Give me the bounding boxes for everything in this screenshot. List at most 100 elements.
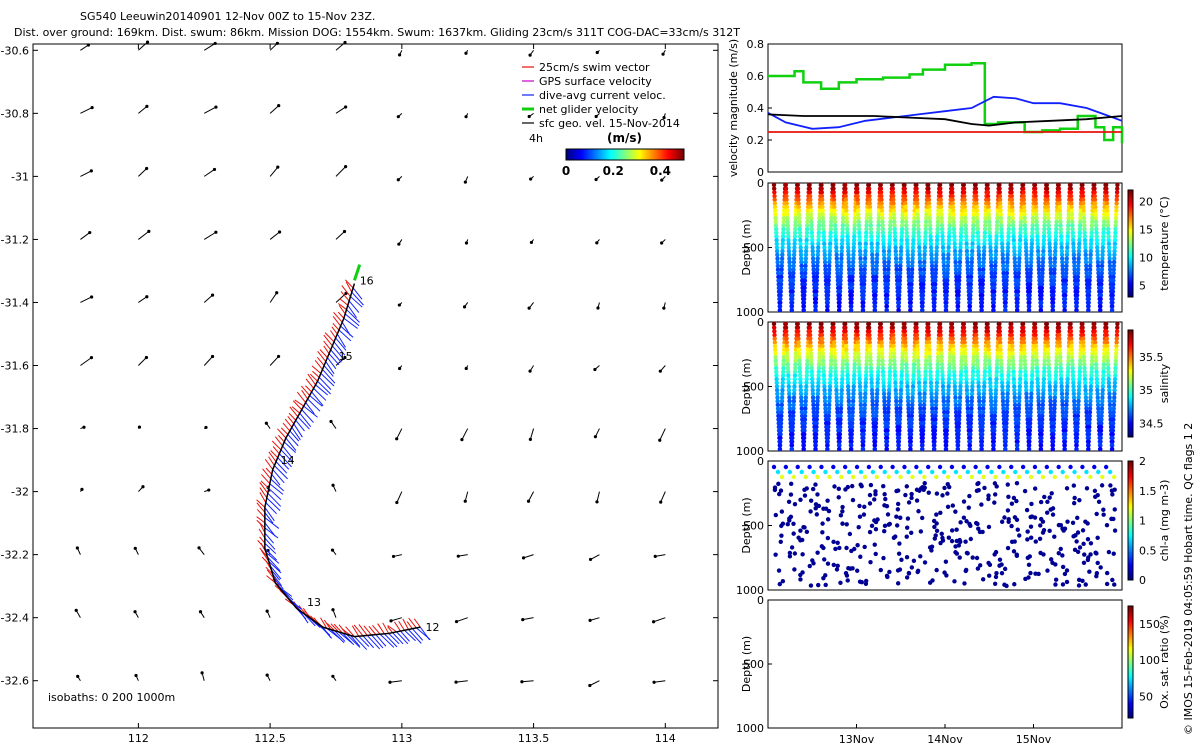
temp-sample: [892, 234, 898, 239]
current-vector: [336, 333, 346, 348]
map-y-tick-label: -31.6: [1, 360, 29, 373]
temp-sample: [860, 304, 866, 309]
temp-sample: [886, 263, 891, 269]
temp-sample: [820, 204, 825, 210]
temp-sample: [801, 304, 807, 309]
temp-sample: [941, 256, 946, 261]
temp-sample: [846, 260, 852, 265]
map-y-tick-label: -31.4: [1, 296, 29, 309]
temp-sample: [808, 208, 814, 213]
map-colorbar-cell: [617, 149, 620, 160]
geo-arrow-head: [662, 306, 666, 310]
temp-sample: [790, 289, 795, 294]
temp-sample: [837, 289, 843, 294]
temp-sample: [927, 223, 933, 228]
temp-sample: [821, 223, 826, 228]
temp-sample: [826, 267, 832, 272]
temp-sample: [833, 230, 838, 235]
chl-sample: [820, 521, 825, 526]
geo-arrow: [80, 296, 92, 303]
temp-sample: [785, 223, 790, 228]
temp-sample: [815, 260, 820, 265]
current-vector: [326, 627, 341, 640]
temp-sample: [827, 245, 833, 250]
temp-sample: [896, 307, 901, 313]
temp-sample: [802, 282, 807, 287]
geo-arrow: [456, 617, 468, 623]
chl-sample: [855, 568, 860, 573]
geo-arrow-head: [207, 488, 211, 492]
temp-sample: [920, 300, 925, 305]
temp-sample: [926, 182, 931, 188]
temp-sample: [932, 304, 937, 309]
geo-arrow: [203, 356, 213, 366]
temp-sample: [863, 241, 868, 247]
temp-sample: [804, 230, 810, 235]
temp-sample: [881, 234, 886, 239]
temp-sample: [968, 289, 973, 294]
current-vector: [333, 341, 346, 356]
temp-sample: [898, 256, 903, 261]
chl-sample: [791, 531, 796, 536]
temp-sample: [814, 274, 820, 280]
geo-arrow: [80, 107, 93, 114]
chl-sample: [845, 578, 850, 583]
sal-sample: [979, 446, 984, 452]
temp-sample: [961, 190, 967, 195]
chl-sample: [800, 552, 805, 557]
temp-sample: [946, 241, 952, 247]
chl-sample: [850, 483, 855, 489]
temp-sample: [881, 241, 886, 247]
chl-sample: [825, 498, 830, 503]
temp-sample: [828, 237, 833, 243]
temp-sample: [916, 223, 921, 228]
temp-sample: [879, 208, 885, 213]
geo-arrow-head: [200, 671, 204, 675]
temp-sample: [964, 234, 969, 239]
chl-sample: [779, 533, 784, 538]
geo-arrow: [138, 168, 147, 177]
temp-sample: [833, 234, 838, 239]
temp-sample: [862, 271, 867, 276]
current-vector: [362, 635, 374, 649]
sal-sample: [920, 446, 925, 452]
temp-sample: [920, 304, 925, 309]
temp-sample: [801, 307, 806, 313]
temp-sample: [774, 230, 779, 235]
temp-sample: [892, 226, 897, 232]
sal-sample: [1086, 446, 1091, 452]
temp-sample: [962, 197, 967, 202]
temp-colorbar-cell: [1128, 284, 1133, 287]
temp-sample: [825, 307, 830, 313]
map-colorbar-cell: [583, 149, 587, 160]
swim-vector: [402, 618, 409, 630]
chl-sample: [773, 512, 779, 518]
temp-sample: [813, 304, 818, 309]
temp-sample: [858, 252, 863, 258]
temp-sample: [947, 226, 952, 232]
map-colorbar-cell: [642, 149, 646, 160]
temp-sample: [967, 304, 973, 309]
current-vector: [271, 569, 281, 581]
geo-arrow: [653, 617, 666, 623]
swim-vector: [259, 491, 267, 503]
temp-sample: [839, 245, 845, 250]
swim-vector: [314, 360, 323, 370]
temp-sample: [881, 252, 887, 258]
temp-sample: [909, 274, 915, 280]
geo-arrow: [335, 42, 346, 51]
chl-sample: [831, 539, 836, 545]
temp-colorbar-cell: [1128, 241, 1133, 244]
temp-sample: [939, 212, 944, 217]
current-vector: [404, 629, 416, 642]
temp-colorbar-cell: [1128, 258, 1133, 262]
geo-arrow-head: [528, 53, 532, 57]
map-x-tick-label: 112.5: [254, 732, 286, 745]
temp-sample: [962, 208, 968, 213]
temp-sample: [864, 230, 869, 235]
temp-sample: [914, 182, 919, 188]
chl-sample: [857, 503, 862, 509]
temp-sample: [945, 256, 951, 261]
current-vector: [311, 391, 324, 407]
chl-surface-sample: [775, 469, 781, 475]
